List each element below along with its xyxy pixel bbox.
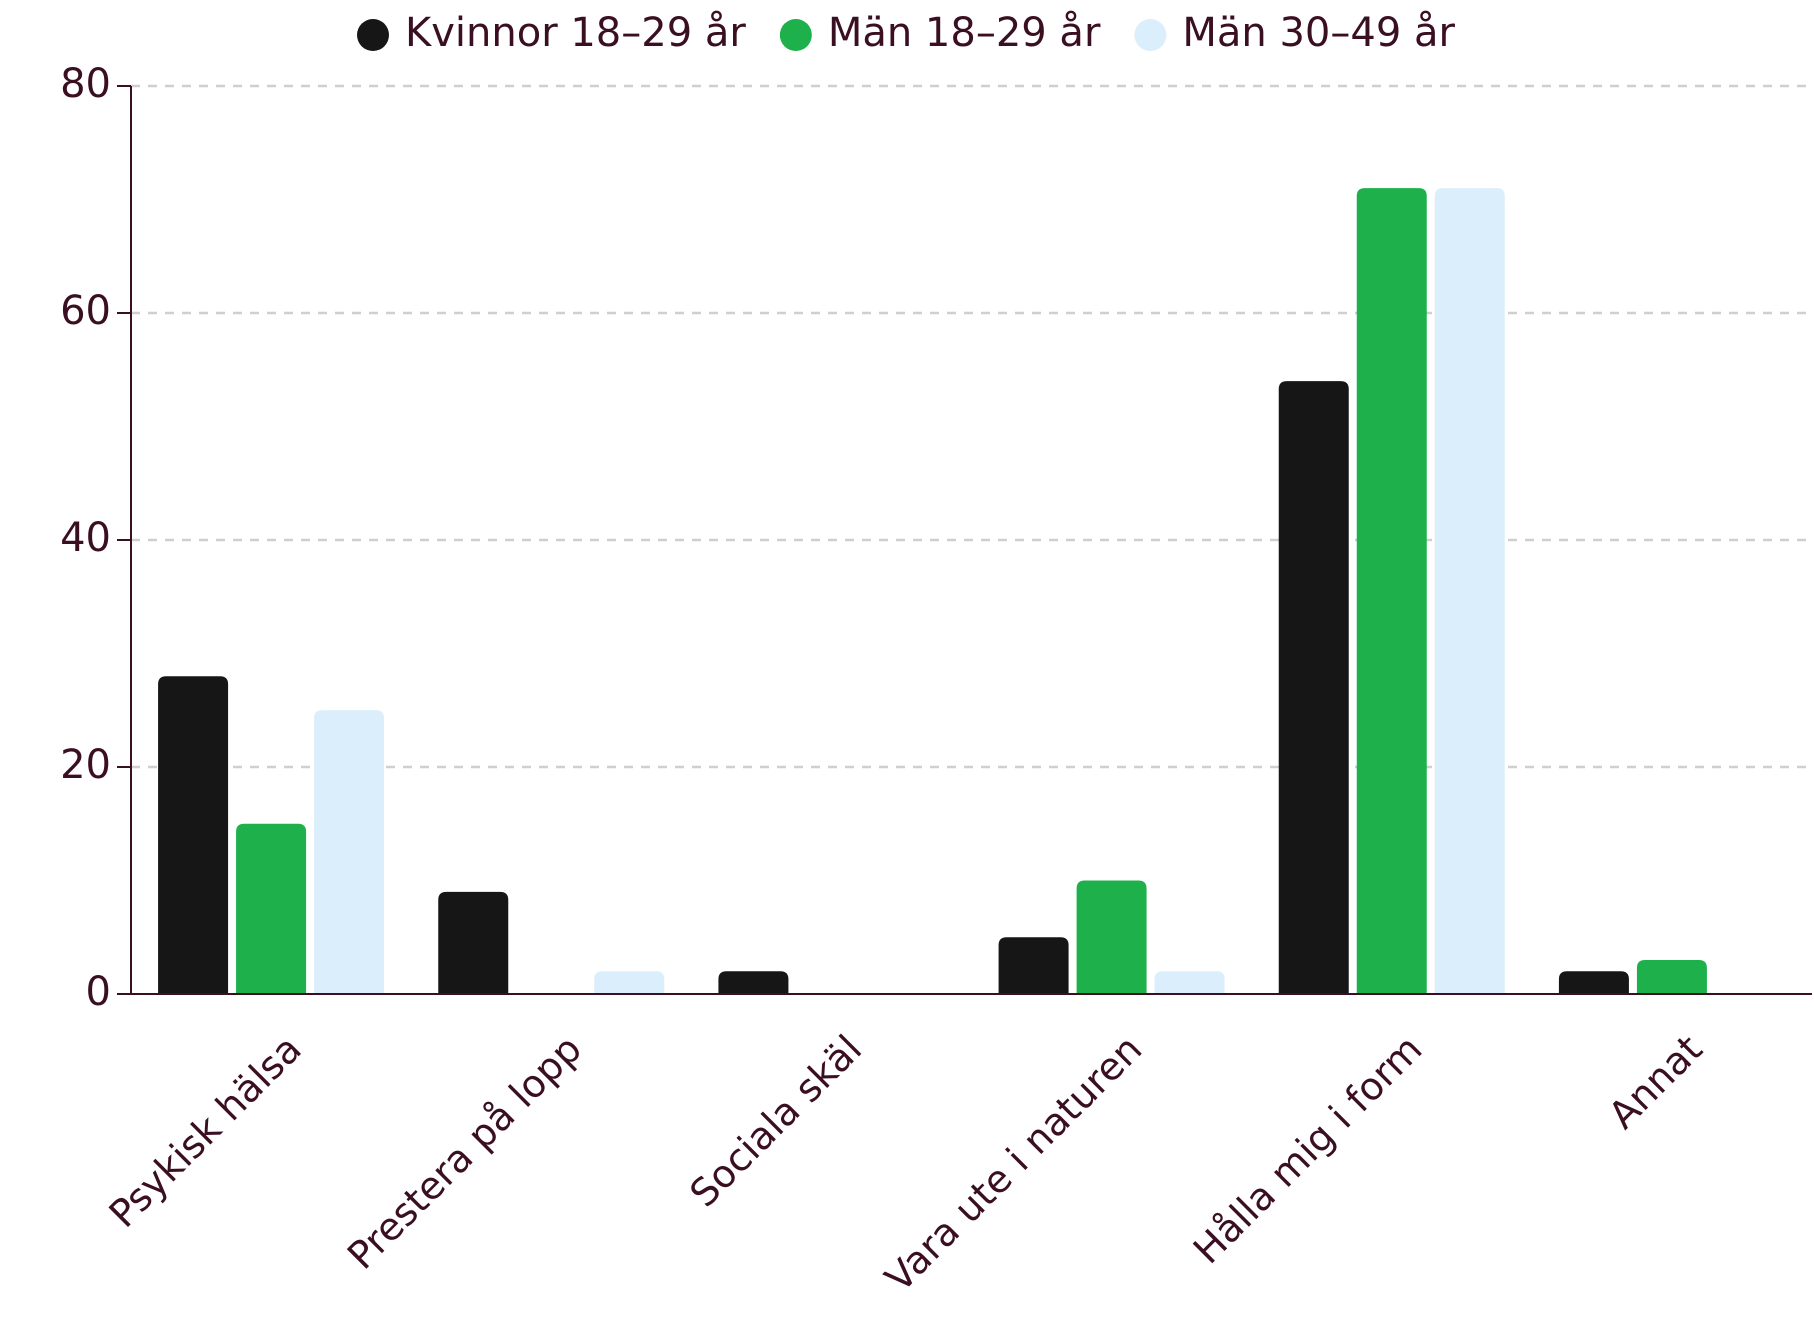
y-tick-label: 60 — [60, 288, 111, 334]
legend-label: Män 18–29 år — [828, 10, 1101, 56]
bar — [236, 823, 307, 994]
bar — [1076, 880, 1147, 994]
bar — [594, 971, 665, 994]
y-tick-label: 40 — [60, 515, 111, 561]
bar — [314, 710, 385, 994]
legend-label: Män 30–49 år — [1182, 10, 1455, 56]
bar — [1434, 188, 1505, 994]
bar — [1154, 971, 1225, 994]
x-tick-label: Prestera på lopp — [339, 1027, 590, 1278]
legend-label: Kvinnor 18–29 år — [405, 10, 746, 56]
x-tick-label: Vara ute i naturen — [877, 1027, 1151, 1301]
y-tick-label: 0 — [86, 969, 111, 1015]
x-tick-label: Hålla mig i form — [1185, 1027, 1431, 1273]
y-tick-label: 20 — [60, 742, 111, 788]
bar — [998, 937, 1069, 994]
bar — [1278, 381, 1349, 995]
bar — [1356, 188, 1427, 994]
bar — [438, 891, 509, 994]
bar — [1558, 971, 1629, 994]
bar — [1636, 959, 1707, 994]
bar — [718, 971, 789, 994]
x-tick-label: Psykisk hälsa — [101, 1027, 310, 1236]
x-tick-label: Annat — [1600, 1027, 1711, 1138]
y-tick-label: 80 — [60, 61, 111, 107]
bar — [158, 676, 229, 994]
legend-swatch — [357, 19, 389, 51]
legend-swatch — [1134, 19, 1167, 51]
x-tick-label: Sociala skäl — [681, 1027, 870, 1216]
legend-swatch — [779, 19, 812, 51]
